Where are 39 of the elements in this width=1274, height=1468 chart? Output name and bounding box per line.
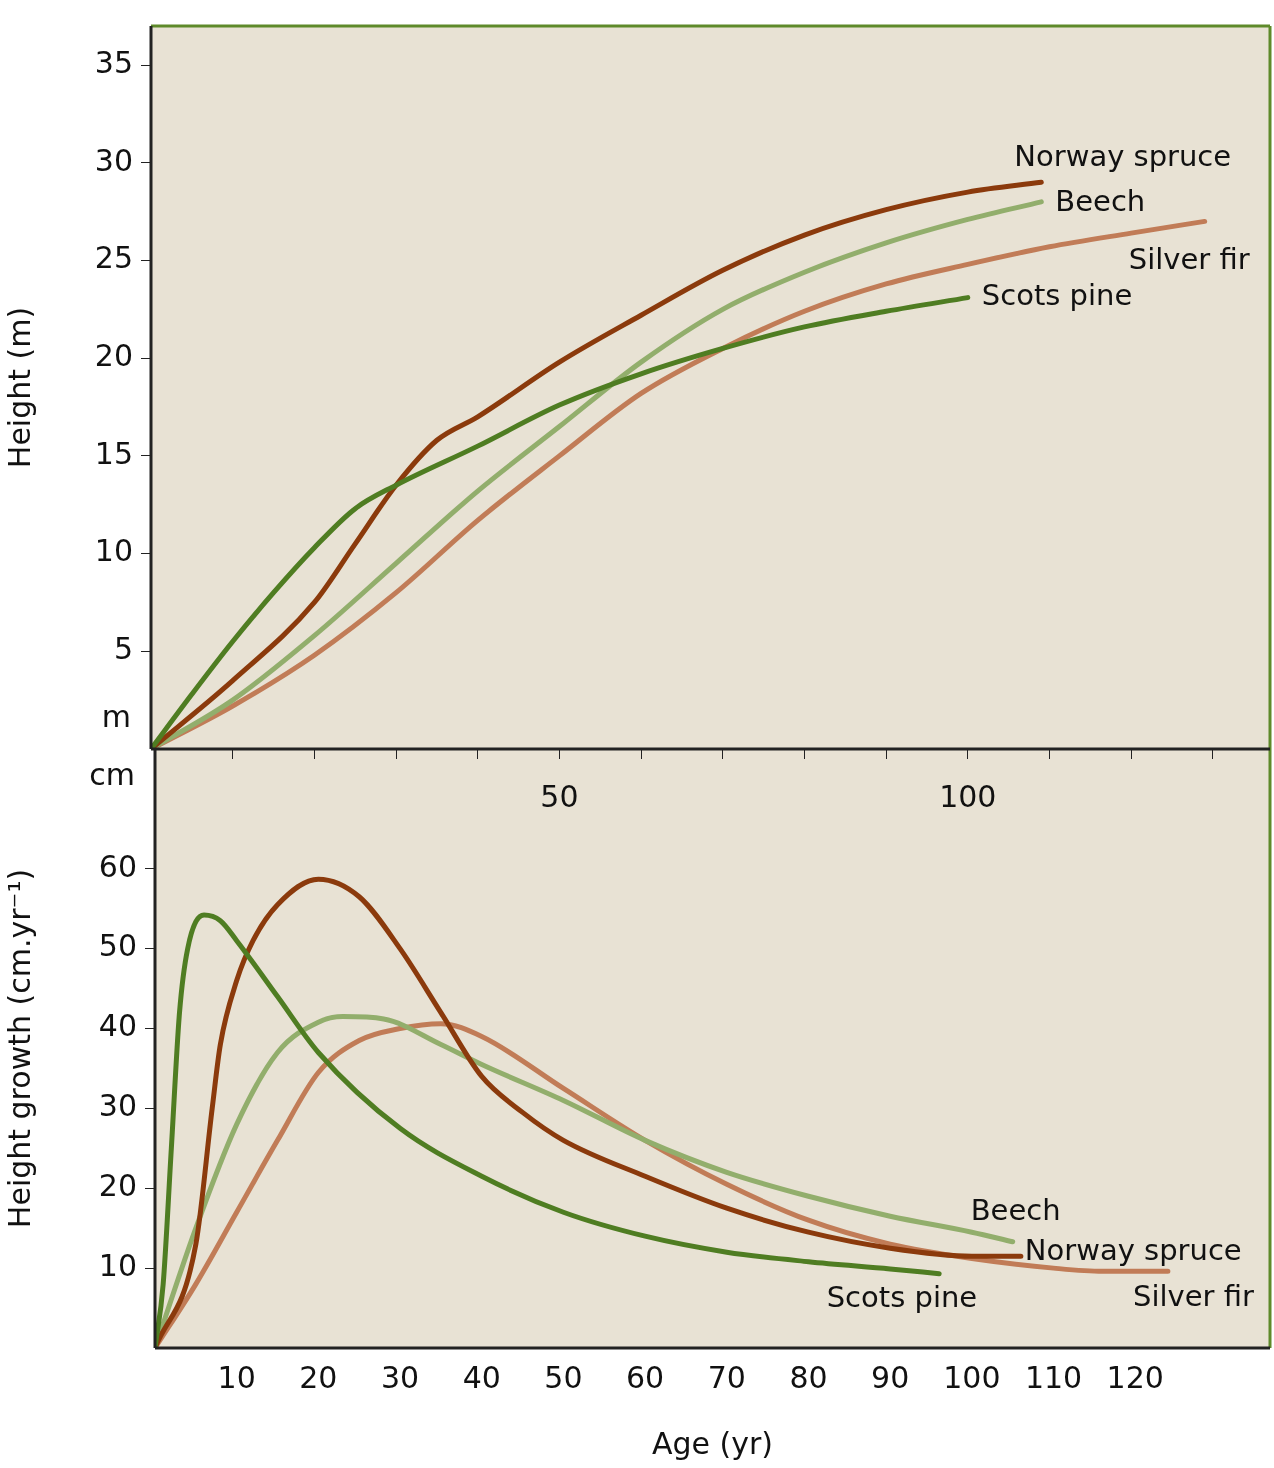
x-tick-label: 120 <box>1106 1359 1164 1395</box>
y-tick-label: 25 <box>94 240 133 276</box>
y-tick-label: 35 <box>94 44 133 80</box>
text: cm <box>89 756 135 792</box>
x-tick-label: 60 <box>626 1359 665 1395</box>
x-tick-label: 50 <box>544 1359 583 1395</box>
y-tick-label: 30 <box>94 142 133 178</box>
y-tick-label: 50 <box>98 928 137 964</box>
y-tick-label: 30 <box>98 1088 137 1124</box>
y-tick-label: 40 <box>98 1008 137 1044</box>
x-tick-label: 100 <box>939 778 997 814</box>
series-label: Norway spruce <box>1024 1232 1242 1267</box>
y-axis-title: Height (m) <box>1 306 37 469</box>
x-tick-label: 20 <box>299 1359 338 1395</box>
series-label: Scots pine <box>981 278 1133 313</box>
series-label: Beech <box>1055 184 1146 219</box>
x-tick-label: 110 <box>1024 1359 1083 1395</box>
y-tick-label: 5 <box>113 631 133 667</box>
series-label: Norway spruce <box>1014 138 1232 173</box>
y-tick-label: 10 <box>98 1247 137 1283</box>
y-tick-label: 60 <box>98 848 137 884</box>
y-tick-label: 20 <box>98 1168 137 1204</box>
series-label: Silver fir <box>1133 1278 1254 1313</box>
x-tick-label: 10 <box>217 1359 256 1395</box>
y-axis-title: Height growth (cm.yr⁻¹) <box>1 868 37 1229</box>
x-tick-label: 70 <box>707 1359 746 1395</box>
x-tick-label: 100 <box>943 1359 1001 1395</box>
series-label: Scots pine <box>826 1280 978 1315</box>
y-tick-label: 15 <box>94 435 133 471</box>
y-tick-label: 10 <box>94 533 133 569</box>
series-label: Silver fir <box>1128 241 1250 276</box>
y-tick-label: 20 <box>94 337 133 373</box>
x-tick-label: 40 <box>462 1359 501 1395</box>
x-tick-label: 80 <box>789 1359 828 1395</box>
x-axis-title: Age (yr) <box>651 1425 774 1461</box>
series-label: Beech <box>970 1193 1061 1228</box>
text: m <box>101 698 131 734</box>
x-tick-label: 30 <box>380 1359 420 1395</box>
x-tick-label: 90 <box>871 1359 910 1395</box>
